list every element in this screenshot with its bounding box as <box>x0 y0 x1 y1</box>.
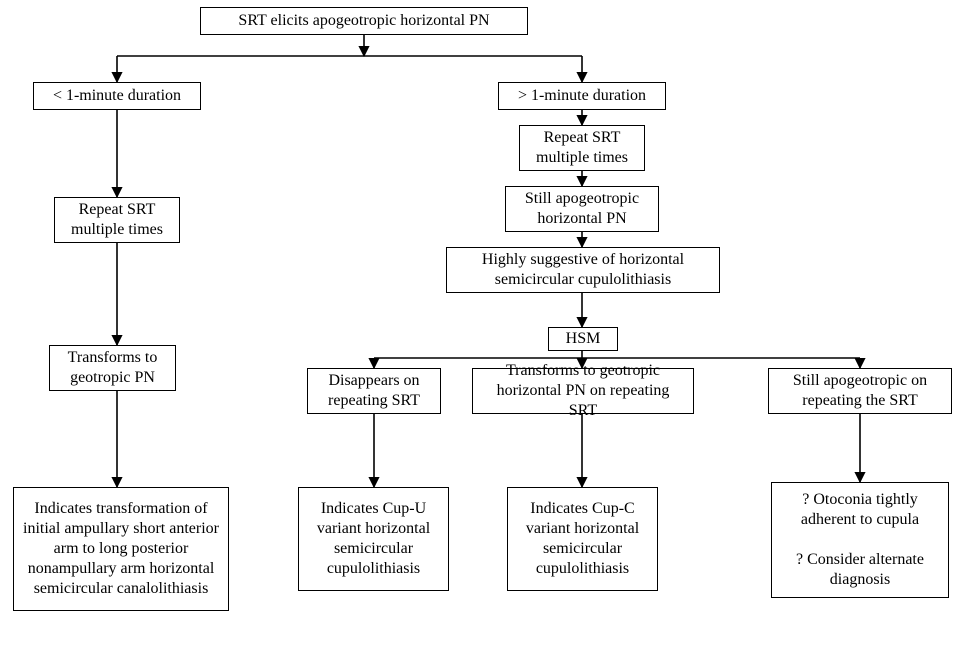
flow-node-hsmB: Transforms to geotropic horizontal PN on… <box>472 368 694 414</box>
flow-node-hsm: HSM <box>548 327 618 351</box>
flow-node-transL: Transforms to geotropic PN <box>49 345 176 391</box>
flow-node-stillApo: Still apogeotropic horizontal PN <box>505 186 659 232</box>
flow-node-gt1: > 1-minute duration <box>498 82 666 110</box>
flow-node-hsmA: Disappears on repeating SRT <box>307 368 441 414</box>
flow-node-repR: Repeat SRT multiple times <box>519 125 645 171</box>
flow-node-lt1: < 1-minute duration <box>33 82 201 110</box>
flow-node-indL: Indicates transformation of initial ampu… <box>13 487 229 611</box>
flow-node-repL: Repeat SRT multiple times <box>54 197 180 243</box>
flow-node-indA: Indicates Cup-U variant horizontal semic… <box>298 487 449 591</box>
flow-node-hsmC: Still apogeotropic on repeating the SRT <box>768 368 952 414</box>
flow-node-indB: Indicates Cup-C variant horizontal semic… <box>507 487 658 591</box>
flow-node-highly: Highly suggestive of horizontal semicirc… <box>446 247 720 293</box>
flow-node-root: SRT elicits apogeotropic horizontal PN <box>200 7 528 35</box>
flow-node-indC: ? Otoconia tightly adherent to cupula ? … <box>771 482 949 598</box>
